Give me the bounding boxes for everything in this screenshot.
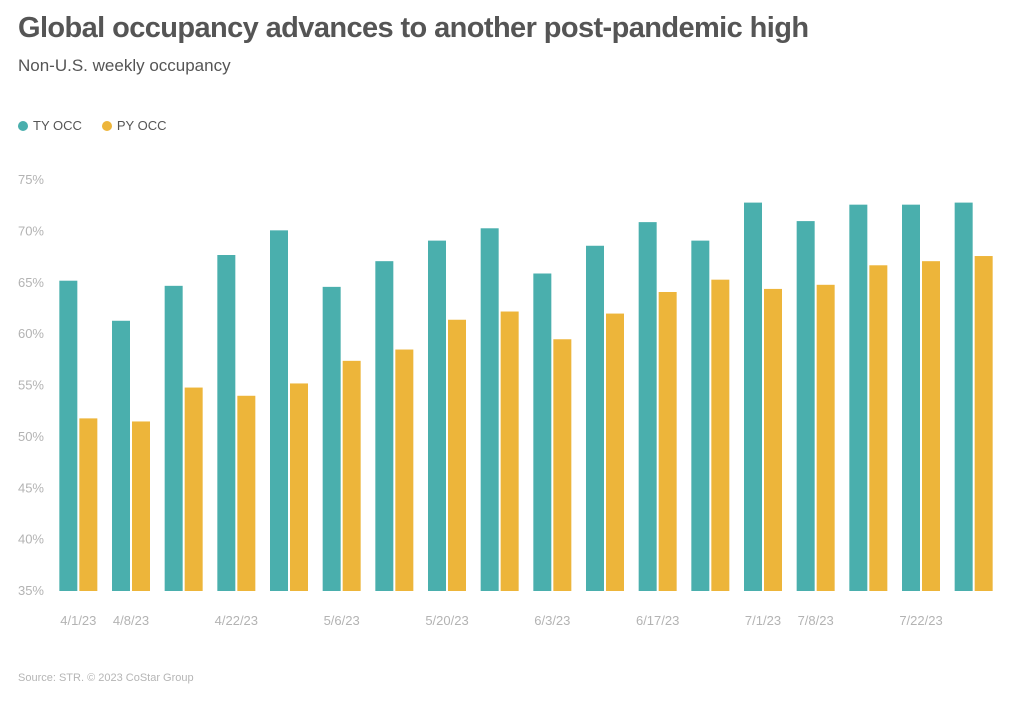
x-tick-label: 5/20/23 [425, 613, 468, 628]
y-tick-label: 35% [18, 583, 44, 598]
bar-ty-occ [796, 221, 815, 591]
bar-ty-occ [586, 245, 604, 591]
bar-ty-occ [428, 240, 446, 591]
legend-item-ty: TY OCC [18, 118, 82, 133]
legend-dot-py [101, 120, 112, 131]
source-note: Source: STR. © 2023 CoStar Group [18, 672, 194, 684]
x-tick-label: 7/8/23 [798, 613, 834, 628]
bar-ty-occ [849, 204, 868, 591]
legend-label-ty: TY OCC [33, 118, 82, 133]
chart-subtitle: Non-U.S. weekly occupancy [18, 56, 231, 75]
bar-py-occ [869, 265, 888, 591]
legend: TY OCC PY OCC [18, 118, 187, 133]
bar-py-occ [658, 291, 677, 591]
x-tick-label: 4/22/23 [215, 613, 258, 628]
legend-dot-ty [18, 120, 28, 131]
bar-ty-occ [375, 261, 394, 591]
bar-py-occ [764, 288, 782, 591]
bar-ty-occ [954, 202, 973, 592]
y-tick-label: 45% [18, 480, 44, 495]
bar-py-occ [132, 421, 150, 591]
bar-ty-occ [480, 228, 499, 592]
bar-ty-occ [270, 230, 288, 591]
x-tick-label: 4/1/23 [60, 613, 96, 628]
legend-item-py: PY OCC [101, 118, 167, 133]
bar-py-occ [395, 349, 414, 591]
x-tick-label: 7/1/23 [745, 613, 781, 628]
bar-ty-occ [112, 320, 130, 591]
x-tick-label: 4/8/23 [113, 613, 149, 628]
x-tick-label: 6/3/23 [534, 613, 570, 628]
bar-ty-occ [691, 240, 710, 591]
bar-py-occ [816, 284, 835, 591]
bar-py-occ [974, 256, 993, 591]
bar-ty-occ [322, 286, 341, 591]
bar-py-occ [290, 383, 308, 591]
bar-py-occ [922, 261, 940, 591]
y-tick-label: 65% [18, 275, 44, 290]
bar-py-occ [711, 279, 730, 591]
legend-label-py: PY OCC [116, 118, 167, 133]
bar-py-occ [448, 319, 466, 591]
bar-py-occ [237, 395, 256, 591]
y-tick-label: 70% [18, 223, 44, 238]
bar-py-occ [184, 387, 203, 591]
bar-ty-occ [902, 204, 920, 591]
y-tick-label: 60% [18, 326, 44, 341]
bar-py-occ [342, 360, 361, 591]
bar-ty-occ [638, 222, 657, 591]
y-tick-label: 75% [18, 172, 44, 187]
x-tick-label: 5/6/23 [324, 613, 360, 628]
bar-ty-occ [59, 280, 78, 591]
y-tick-label: 55% [18, 378, 44, 393]
bar-ty-occ [164, 285, 183, 591]
bar-py-occ [79, 418, 98, 591]
bar-ty-occ [744, 202, 762, 592]
bar-py-occ [553, 339, 572, 591]
bar-ty-occ [533, 273, 552, 591]
x-tick-label: 7/22/23 [899, 613, 942, 628]
bar-ty-occ [217, 255, 236, 591]
bar-py-occ [500, 311, 519, 591]
y-tick-label: 40% [18, 532, 44, 547]
x-tick-label: 6/17/23 [636, 613, 679, 628]
chart-title: Global occupancy advances to another pos… [18, 12, 809, 44]
bar-py-occ [606, 313, 624, 591]
y-tick-label: 50% [18, 429, 44, 444]
